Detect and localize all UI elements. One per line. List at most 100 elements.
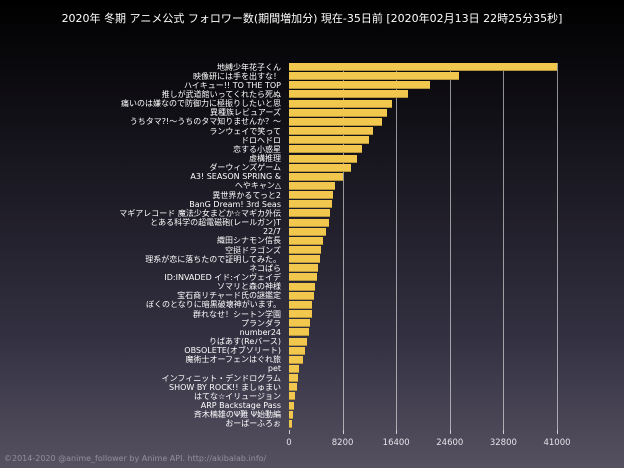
bar-label: ID:INVADED イド:インヴェイデ <box>164 272 281 282</box>
bar <box>289 419 293 428</box>
bar <box>289 255 321 264</box>
bar <box>289 282 315 291</box>
gridline-24600 <box>449 63 451 431</box>
bar-label: BanG Dream! 3rd Seas <box>189 199 281 209</box>
bar <box>289 364 300 373</box>
bar <box>289 273 318 282</box>
bar-label: マギアレコード 魔法少女まどか☆マギカ外伝 <box>119 208 281 218</box>
bar <box>289 136 369 145</box>
bar <box>289 181 335 190</box>
gridline-41000 <box>557 63 558 431</box>
bar <box>289 154 357 163</box>
bar <box>289 200 333 209</box>
bar <box>289 319 310 328</box>
bar-label: ドロヘドロ <box>241 135 281 145</box>
bar <box>289 337 308 346</box>
tick-label: 8200 <box>331 438 354 448</box>
bar-label: 理系が恋に落ちたので証明してみた。 <box>145 254 281 264</box>
bar <box>289 218 329 227</box>
bar-label: ランウェイで笑って <box>209 126 281 136</box>
bar-label: ハイキュー!! TO THE TOP <box>183 80 281 90</box>
bar <box>289 410 294 419</box>
tick-mark <box>503 430 505 434</box>
bar-label: A3! SEASON SPRING & <box>190 172 281 182</box>
bar <box>289 172 344 181</box>
tick-label: 32800 <box>489 438 517 448</box>
bar <box>289 63 557 71</box>
bar-label: 斉木楠雄のΨ難 Ψ始動編 <box>193 410 281 420</box>
bar-label: 魔術士オーフェンはぐれ旅 <box>185 355 281 365</box>
chart-title: 2020年 冬期 アニメ公式 フォロワー数(期間増加分) 現在-35日前 [20… <box>61 12 563 25</box>
bar-label: ダーウィンズゲーム <box>209 163 281 173</box>
bar <box>289 355 304 364</box>
gridline-8200 <box>342 63 344 431</box>
bar <box>289 264 319 273</box>
bar <box>289 246 322 254</box>
bar-label: りばあす(Reバース) <box>209 337 281 346</box>
bar <box>289 99 393 108</box>
tick-mark <box>557 430 558 434</box>
bar-label: 宝石商リチャード氏の謎鑑定 <box>177 291 281 301</box>
bar <box>289 383 298 392</box>
bar-label: とある科学の超電磁砲(レールガン)T <box>150 218 281 228</box>
bar-label: 地縛少年花子くん <box>217 62 281 72</box>
bar <box>289 236 323 245</box>
bar <box>289 108 388 117</box>
bar-label: 群れなせ！シートン学園 <box>193 309 281 319</box>
bar-label: 22/7 <box>263 227 281 237</box>
tick-mark <box>342 430 344 434</box>
bar <box>289 401 295 410</box>
bar <box>289 145 363 154</box>
tick-label: 16400 <box>382 438 410 448</box>
bar-label: pet <box>267 364 281 374</box>
bar <box>289 300 313 309</box>
bar-label: 織田シナモン信長 <box>217 236 281 246</box>
bar-label: プランダラ <box>241 318 281 328</box>
plot-area <box>289 63 619 431</box>
bar-label: ソマリと森の神様 <box>217 282 281 292</box>
bar <box>289 310 312 319</box>
bar-label: 恋する小惑星 <box>233 144 281 154</box>
bar-label: ぼくのとなりに暗黒破壊神がいます。 <box>146 300 281 310</box>
bar-label: おーばーふろぉ <box>225 419 281 429</box>
bar-label: インフィニット・デンドログラム <box>161 373 281 383</box>
tick-mark <box>289 430 290 434</box>
bar-label: 異世界かるてっと2 <box>212 190 281 200</box>
bar <box>289 127 374 136</box>
bar <box>289 328 309 337</box>
bar <box>289 163 352 172</box>
x-axis: 0 8200 16400 24600 32800 41000 <box>0 429 624 459</box>
bar-label: 痛いのは嫌なので防御力に極振りしたいと思 <box>121 99 281 109</box>
bar-label: 空挺ドラゴンズ <box>225 245 281 255</box>
tick-mark <box>396 430 398 434</box>
bar-label: 映像研には手を出すな！ <box>193 71 281 81</box>
bar <box>289 227 327 236</box>
bar-label: OBSOLETE(オブソリート) <box>184 346 281 356</box>
bar <box>289 191 334 200</box>
bar <box>289 392 296 401</box>
bar <box>289 72 459 81</box>
bar-label: ネコぱら <box>249 263 281 273</box>
bar-label: SHOW BY ROCK!! ましゅまい <box>169 382 281 392</box>
bar <box>289 90 408 99</box>
bar <box>289 81 430 90</box>
bar-label: はてな☆イリュージョン <box>193 391 281 401</box>
tick-label: 24600 <box>436 438 464 448</box>
bar-label: ARP Backstage Pass <box>200 401 281 411</box>
credit-text: ©2014-2020 @anime_follower by Anime API.… <box>4 454 267 463</box>
bar <box>289 374 299 383</box>
bar <box>289 291 315 300</box>
bar-label: 推しが武道館いってくれたら死ぬ <box>161 89 281 99</box>
bar <box>289 209 331 218</box>
bar-label: うちタマ?!～うちのタマ知りませんか？～ <box>129 117 281 127</box>
bar <box>289 117 382 126</box>
tick-mark <box>449 430 451 434</box>
bar-label: 異種族レビュアーズ <box>210 108 281 118</box>
tick-label: 0 <box>286 438 292 448</box>
gridline-16400 <box>396 63 398 431</box>
bar-label: 虚構推理 <box>249 154 281 163</box>
bar-label: へやキャン△ <box>234 181 281 191</box>
gridline-32800 <box>503 63 505 431</box>
bar-label: number24 <box>239 327 281 337</box>
